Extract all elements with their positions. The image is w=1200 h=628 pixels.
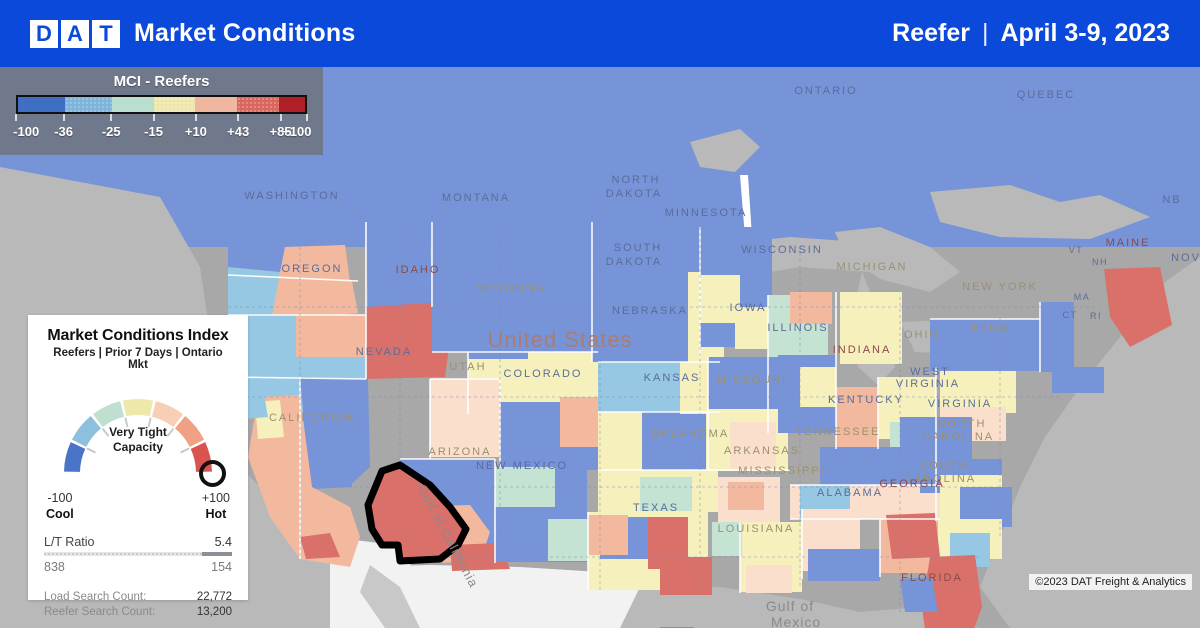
ratio-loads-value: 838	[44, 560, 65, 574]
panel-subtitle: Reefers | Prior 7 Days | Ontario Mkt	[53, 347, 223, 371]
search-count-row: Load Search Count: 22,772	[44, 590, 232, 605]
gauge-tick	[86, 447, 96, 454]
gauge-tick	[147, 417, 152, 428]
ratio-trucks-value: 154	[211, 560, 232, 574]
mci-tick-label: -25	[101, 124, 121, 139]
mci-color-bar	[16, 95, 307, 114]
date-range-label: April 3-9, 2023	[1000, 19, 1170, 47]
mci-color-segment	[195, 97, 238, 112]
mci-legend-title: MCI - Reefers	[113, 73, 210, 90]
mci-tick-label: -36	[54, 124, 74, 139]
search-count-value: 13,200	[196, 606, 232, 618]
mci-tick	[306, 114, 308, 121]
dat-logo-letter-a: A	[61, 19, 89, 48]
gauge-min: -100 Cool	[46, 491, 74, 521]
ratio-value: 5.4	[214, 535, 232, 549]
gauge-min-label: Cool	[46, 507, 74, 521]
gauge-max-label: Hot	[205, 507, 227, 521]
ratio-bar-fill	[201, 552, 232, 556]
header-separator: |	[981, 19, 989, 47]
gauge-arc-segment	[92, 401, 125, 427]
mci-tick	[110, 114, 113, 121]
panel-title: Market Conditions Index	[47, 327, 229, 344]
mci-color-segment	[237, 97, 279, 112]
search-counts-block: Load Search Count: 22,772 Reefer Search Co…	[44, 590, 232, 620]
gauge-arc	[64, 399, 212, 472]
market-conditions-index-panel[interactable]: Market Conditions Index Reefers | Prior …	[28, 315, 248, 618]
load-to-truck-ratio-block: L/T Ratio 5.4 838 154	[44, 535, 232, 574]
dat-logo-letter-t: T	[92, 19, 120, 48]
gauge-tick	[180, 447, 190, 454]
mci-tick-label: +85	[269, 124, 292, 139]
equipment-type-label: Reefer	[892, 19, 970, 47]
gauge-arc-segment	[151, 401, 184, 427]
mci-tick-label: +43	[227, 124, 250, 139]
search-count-label: Reefer Search Count:	[44, 606, 156, 618]
gauge-status-text: Very Tight Capacity	[44, 425, 232, 455]
search-count-row: Reefer Search Count: 13,200	[44, 605, 232, 620]
ratio-bar-track	[44, 553, 202, 555]
gauge-tick	[102, 428, 110, 437]
search-count-label: Load Search Count:	[44, 591, 147, 603]
mci-tick-labels: -100 -36 -25 -15 +10 +43 +85 +100	[13, 124, 311, 142]
gauge-min-value: -100	[47, 491, 73, 505]
mci-color-segment	[111, 97, 154, 112]
dat-logo-letter-d: D	[30, 19, 58, 48]
mci-tick	[279, 114, 282, 121]
gauge-arc-segment	[71, 416, 101, 447]
mci-tick	[194, 114, 197, 121]
ratio-header-row: L/T Ratio 5.4	[44, 535, 232, 549]
mci-tick	[152, 114, 155, 121]
mci-tick-label: -15	[144, 124, 163, 139]
gauge-tick	[124, 417, 129, 428]
mci-color-segment	[64, 97, 112, 112]
search-count-value: 22,772	[196, 591, 232, 603]
mci-color-segment	[153, 97, 196, 112]
mci-legend-panel: MCI - Reefers -100 -36 -25 -15 +10 +43 +85 +100	[0, 67, 323, 155]
header-meta: Reefer | April 3-9, 2023	[892, 19, 1170, 48]
gauge-max-value: +100	[201, 491, 230, 505]
gauge-tick	[166, 428, 174, 437]
mci-tick-label: +10	[184, 124, 207, 139]
copyright-notice: ©2023 DAT Freight & Analytics	[1029, 574, 1192, 590]
mci-tick-marks	[15, 114, 308, 124]
gauge-needle-indicator	[199, 460, 226, 487]
ratio-value-row: 838 154	[44, 560, 232, 574]
mci-tick	[62, 114, 65, 121]
gauge-arc-segment	[175, 416, 205, 447]
ratio-label: L/T Ratio	[44, 535, 95, 549]
page-title: Market Conditions	[134, 19, 356, 47]
gauge-status-line1: Very Tight	[109, 425, 167, 439]
gauge-status-line2: Capacity	[112, 440, 164, 454]
mci-tick-label: -100	[13, 124, 40, 139]
gauge-arc-segment	[122, 399, 154, 417]
ratio-progress-bar	[44, 552, 232, 556]
gauge-scale: -100 Cool +100 Hot	[44, 491, 232, 521]
mci-color-segment	[18, 97, 65, 112]
mci-gauge: Very Tight Capacity	[44, 381, 232, 487]
gauge-arc-segment	[64, 442, 86, 472]
mci-tick	[237, 114, 240, 121]
mci-tick-label: +100	[282, 124, 312, 139]
gauge-max: +100 Hot	[202, 491, 230, 521]
mci-tick	[15, 114, 17, 121]
mci-color-segment	[278, 97, 305, 112]
